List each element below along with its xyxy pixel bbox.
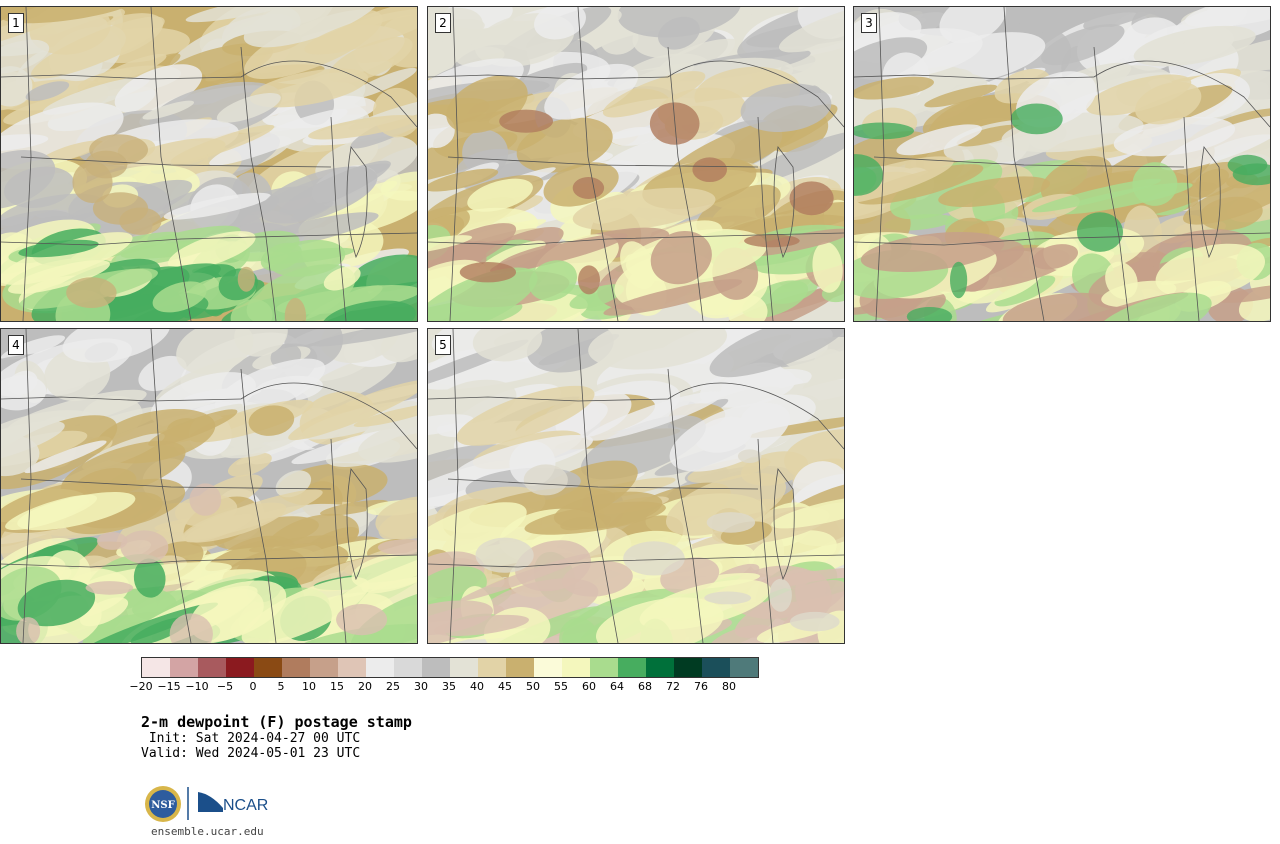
panel-label: 3: [861, 13, 877, 33]
colorbar-tick: 20: [358, 680, 372, 693]
colorbar-tick: 68: [638, 680, 652, 693]
colorbar-tick: 15: [330, 680, 344, 693]
colorbar-tick: 35: [442, 680, 456, 693]
dewpoint-map: [428, 329, 844, 643]
colorbar-tick: 10: [302, 680, 316, 693]
panel-label: 2: [435, 13, 451, 33]
colorbar-swatch: [310, 658, 338, 677]
colorbar-tick: 72: [666, 680, 680, 693]
logos: NSF NCAR: [143, 784, 283, 826]
figure-title: 2-m dewpoint (F) postage stamp: [141, 713, 412, 731]
colorbar-tick: 55: [554, 680, 568, 693]
colorbar-tick: 0: [249, 680, 257, 693]
colorbar-tick: 40: [470, 680, 484, 693]
panel-label: 4: [8, 335, 24, 355]
colorbar-tick: 45: [498, 680, 512, 693]
colorbar-swatch: [282, 658, 310, 677]
colorbar-tick: −5: [216, 680, 234, 693]
colorbar-swatch: [226, 658, 254, 677]
colorbar-swatch: [254, 658, 282, 677]
panel-label: 5: [435, 335, 451, 355]
colorbar-swatch: [674, 658, 702, 677]
colorbar-tick: 50: [526, 680, 540, 693]
dewpoint-map: [854, 7, 1270, 321]
panel-label: 1: [8, 13, 24, 33]
colorbar-tick: 30: [414, 680, 428, 693]
map-panel-1: 1: [0, 6, 418, 322]
valid-time: Valid: Wed 2024-05-01 23 UTC: [141, 746, 361, 761]
map-panel-4: 4: [0, 328, 418, 644]
colorbar-tick: −10: [185, 680, 209, 693]
colorbar-swatch: [590, 658, 618, 677]
colorbar-swatch: [618, 658, 646, 677]
dewpoint-map: [1, 7, 417, 321]
colorbar-swatch: [198, 658, 226, 677]
colorbar: [141, 657, 759, 678]
colorbar-swatch: [534, 658, 562, 677]
ncar-logo-text: NCAR: [223, 797, 268, 814]
nsf-logo-text: NSF: [151, 800, 174, 811]
map-panel-3: 3: [853, 6, 1271, 322]
colorbar-swatch: [730, 658, 758, 677]
colorbar-tick: −20: [129, 680, 153, 693]
colorbar-tick: 25: [386, 680, 400, 693]
colorbar-swatch: [506, 658, 534, 677]
colorbar-swatch: [394, 658, 422, 677]
colorbar-swatch: [338, 658, 366, 677]
map-panel-5: 5: [427, 328, 845, 644]
colorbar-tick: 5: [277, 680, 285, 693]
colorbar-tick: −15: [157, 680, 181, 693]
colorbar-swatch: [646, 658, 674, 677]
colorbar-tick: 60: [582, 680, 596, 693]
colorbar-tick: 80: [722, 680, 736, 693]
colorbar-tick: 76: [694, 680, 708, 693]
colorbar-tick: 64: [610, 680, 624, 693]
colorbar-swatch: [450, 658, 478, 677]
site-url: ensemble.ucar.edu: [151, 825, 264, 838]
colorbar-swatch: [142, 658, 170, 677]
init-time: Init: Sat 2024-04-27 00 UTC: [141, 731, 361, 746]
colorbar-swatch: [562, 658, 590, 677]
colorbar-swatch: [366, 658, 394, 677]
dewpoint-map: [1, 329, 417, 643]
colorbar-swatch: [702, 658, 730, 677]
ncar-logo: NCAR: [198, 792, 268, 814]
colorbar-swatch: [170, 658, 198, 677]
colorbar-swatch: [478, 658, 506, 677]
colorbar-ticks: −20 −15 −10 −5 0 5 10 15 20 25 30 35 40 45 50 55 60 64 68 7…: [129, 680, 781, 694]
map-panel-2: 2: [427, 6, 845, 322]
dewpoint-map: [428, 7, 844, 321]
colorbar-swatch: [422, 658, 450, 677]
nsf-logo: NSF: [145, 786, 181, 822]
